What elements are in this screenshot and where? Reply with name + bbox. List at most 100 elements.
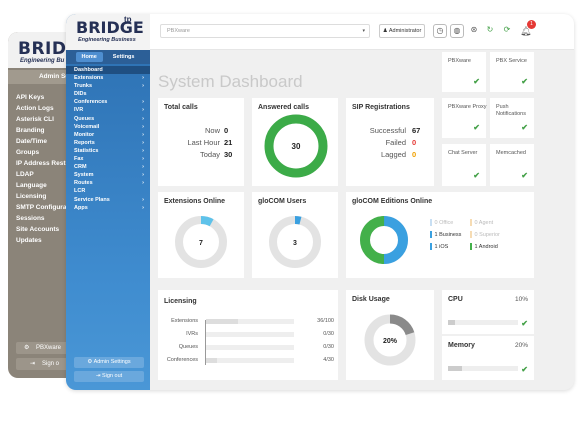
card-title: Disk Usage — [352, 296, 390, 303]
server-select[interactable]: PBXware ▾ — [160, 24, 370, 38]
licensing-row: Conferences 4/30 — [164, 357, 344, 365]
tab-home[interactable]: Home — [75, 52, 103, 62]
back-menu-item[interactable]: Licensing — [16, 193, 47, 200]
sidebar-item-fax[interactable]: Fax › — [66, 155, 150, 163]
server-select-value: PBXware — [167, 28, 190, 34]
legend-label: Android — [478, 243, 498, 250]
user-menu-button[interactable]: ♟ Administrator — [379, 24, 425, 38]
chevron-right-icon: › — [142, 107, 144, 114]
licensing-row: IVRs 0/30 — [164, 331, 344, 339]
licensing-track — [206, 358, 294, 363]
chevron-right-icon: › — [142, 115, 144, 122]
legend-ios: 1 iOS — [430, 243, 448, 250]
back-menu-item[interactable]: SMTP Configurati — [16, 204, 71, 211]
check-icon: ✔ — [521, 171, 528, 180]
back-menu-item[interactable]: API Keys — [16, 94, 45, 101]
sidebar-item-label: Service Plans — [74, 196, 110, 203]
tab-settings[interactable]: Settings — [112, 54, 135, 60]
donut-segment-android — [360, 216, 408, 264]
total-calls-now: Now — [205, 126, 220, 135]
sidebar-item-ivr[interactable]: IVR › — [66, 106, 150, 114]
back-menu-item[interactable]: LDAP — [16, 171, 34, 178]
donut-arc — [264, 114, 328, 178]
answered-calls-donut: 30 — [264, 114, 328, 178]
sidebar-item-service-plans[interactable]: Service Plans › — [66, 196, 150, 204]
signout-icon: ⇥ — [30, 361, 36, 367]
legend-count: 1 — [434, 243, 438, 250]
user-menu-label: Administrator — [388, 28, 422, 34]
sidebar-item-monitor[interactable]: Monitor › — [66, 131, 150, 139]
card-title: Extensions Online — [164, 198, 226, 205]
back-menu: API Keys Action Logs Asterisk CLI Brandi… — [16, 92, 73, 246]
donut-value: 30 — [292, 142, 301, 151]
sidebar-item-reports[interactable]: Reports › — [66, 139, 150, 147]
licensing-value: 36/100 — [317, 318, 334, 324]
sidebar-item-system[interactable]: System › — [66, 171, 150, 179]
sidebar-item-trunks[interactable]: Trunks › — [66, 82, 150, 90]
legend-agent: 0 Agent — [470, 219, 493, 226]
legend-label: Agent — [478, 219, 494, 226]
back-menu-item[interactable]: Language — [16, 182, 47, 189]
licensing-track — [206, 332, 294, 337]
clock-icon[interactable]: ◷ — [433, 24, 447, 38]
legend-swatch — [430, 219, 432, 226]
total-calls-today: Today — [200, 150, 220, 159]
front-window: BRIDGE tp Engineering Business Home Sett… — [66, 14, 574, 390]
back-menu-item[interactable]: Site Accounts — [16, 226, 60, 233]
legend-count: 0 — [434, 219, 438, 226]
chevron-right-icon: › — [142, 164, 144, 171]
admin-settings-button[interactable]: ⚙ Admin Settings — [74, 357, 144, 368]
licensing-label: Extensions — [171, 318, 198, 324]
user-icon: ♟ — [382, 28, 389, 34]
back-menu-item[interactable]: IP Address Restric — [16, 160, 74, 167]
sidebar-item-crm[interactable]: CRM › — [66, 163, 150, 171]
back-menu-item[interactable]: Groups — [16, 149, 40, 156]
sidebar-item-lcr[interactable]: LCR — [66, 187, 150, 195]
sidebar-item-voicemail[interactable]: Voicemail › — [66, 123, 150, 131]
sidebar-item-label: Fax — [74, 156, 84, 163]
back-menu-item[interactable]: Updates — [16, 237, 42, 244]
topbar: PBXware ▾ ♟ Administrator ◷ ◍ ⊛ ↻ ⟳ 🔔︎ 1 — [150, 14, 574, 50]
sidebar-item-label: Reports — [74, 139, 95, 146]
sidebar-item-label: DIDs — [74, 91, 87, 98]
sync-icon[interactable]: ⟳ — [503, 25, 511, 34]
refresh-icon[interactable]: ↻ — [486, 25, 494, 34]
kv-value: 21 — [224, 138, 233, 147]
sip-registrations-card: SIP Registrations Successful 67 Failed 0… — [346, 98, 434, 186]
back-menu-item[interactable]: Action Logs — [16, 105, 54, 112]
extensions-donut: 7 — [175, 216, 227, 268]
service-card: Memcached ✔ — [490, 144, 534, 186]
back-menu-item[interactable]: Branding — [16, 127, 45, 134]
sidebar-item-label: Queues — [74, 115, 95, 122]
sidebar-item-apps[interactable]: Apps › — [66, 204, 150, 212]
back-menu-item[interactable]: Asterisk CLI — [16, 116, 54, 123]
legend-swatch — [470, 243, 472, 250]
donut-value: 7 — [199, 240, 203, 247]
disk-usage-card: Disk Usage 20% — [346, 290, 434, 380]
sidebar-item-conferences[interactable]: Conferences › — [66, 98, 150, 106]
back-menu-item[interactable]: Sessions — [16, 215, 45, 222]
sidebar-item-queues[interactable]: Queues › — [66, 115, 150, 123]
card-title: gloCOM Editions Online — [352, 198, 433, 205]
sidebar-item-extensions[interactable]: Extensions › — [66, 74, 150, 82]
sidebar-item-label: IVR — [74, 107, 84, 114]
sidebar-item-label: Dashboard — [74, 67, 103, 73]
sidebar-item-statistics[interactable]: Statistics › — [66, 147, 150, 155]
sidebar-item-label: Extensions — [74, 75, 104, 82]
memory-card: Memory 20% ✔ — [442, 336, 534, 380]
sidebar-item-dashboard[interactable]: Dashboard — [66, 66, 150, 75]
legend-label: Office — [439, 219, 454, 226]
sidebar-item-routes[interactable]: Routes › — [66, 179, 150, 187]
total-calls-now-value: 0 — [224, 126, 228, 135]
globe-icon[interactable]: ◍ — [450, 24, 464, 38]
bell-icon[interactable]: 🔔︎ — [520, 26, 532, 36]
settings-icon[interactable]: ⊛ — [470, 25, 478, 34]
sign-out-button[interactable]: ⇥ Sign out — [74, 371, 144, 382]
sidebar-item-dids[interactable]: DIDs — [66, 90, 150, 98]
sign-out-label: Sign out — [101, 373, 123, 379]
licensing-label: Conferences — [166, 357, 198, 363]
sidebar-item-label: Voicemail — [74, 123, 100, 130]
licensing-value: 0/30 — [323, 331, 334, 337]
back-menu-item[interactable]: Date/Time — [16, 138, 47, 145]
service-label: PBXware Proxy — [448, 104, 487, 110]
